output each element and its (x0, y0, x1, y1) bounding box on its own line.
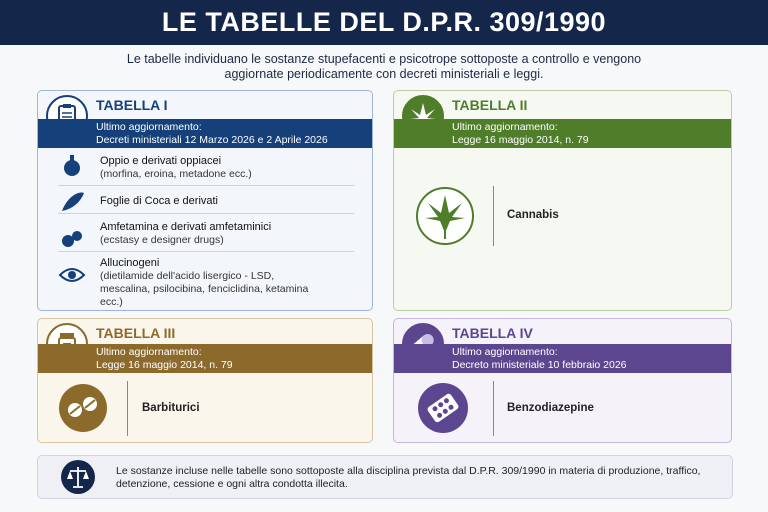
footer-box: Le sostanze incluse nelle tabelle sono s… (37, 455, 733, 499)
panel-tabella-3: TABELLA III Ultimo aggiornamento: Legge … (37, 318, 373, 443)
update-band: Ultimo aggiornamento: Legge 16 maggio 20… (394, 119, 731, 148)
item-detail: (ecstasy e designer drugs) (100, 234, 224, 246)
divider (493, 381, 494, 436)
table-title: TABELLA I (96, 97, 168, 113)
panel-tabella-1: TABELLA I Ultimo aggiornamento: Decreti … (37, 90, 373, 311)
panel-tabella-4: TABELLA IV Ultimo aggiornamento: Decreto… (393, 318, 732, 443)
header-title: LE TABELLE DEL D.P.R. 309/1990 (0, 0, 768, 45)
update-label: Ultimo aggiornamento: (96, 346, 202, 358)
update-label: Ultimo aggiornamento: (96, 121, 202, 133)
update-band: Ultimo aggiornamento: Decreto ministeria… (394, 344, 731, 373)
table-title: TABELLA II (452, 97, 528, 113)
footer-text: Le sostanze incluse nelle tabelle sono s… (116, 465, 701, 490)
item-name: Foglie di Coca e derivati (100, 195, 219, 207)
scales-icon (61, 460, 95, 494)
update-text: Decreti ministeriali 12 Marzo 2026 e 2 A… (96, 134, 328, 146)
pills-icon (59, 384, 107, 432)
cannabis-icon (416, 187, 474, 245)
table-title: TABELLA IV (452, 325, 533, 341)
item: Allucinogeni (dietilamide dell'acido lise… (100, 257, 315, 309)
separator (58, 251, 354, 252)
item-detail: (dietilamide dell'acido lisergico - LSD,… (100, 270, 309, 308)
subtitle: Le tabelle individuano le sostanze stupe… (126, 52, 642, 81)
separator (58, 213, 354, 214)
item-icons (58, 155, 86, 282)
divider (127, 381, 128, 436)
table-title: TABELLA III (96, 325, 176, 341)
update-text: Legge 16 maggio 2014, n. 79 (96, 359, 233, 371)
item-name: Benzodiazepine (507, 402, 594, 414)
divider (493, 186, 494, 246)
item: Oppio e derivati oppiacei (morfina, eroin… (100, 155, 320, 181)
item-detail: (morfina, eroina, metadone ecc.) (100, 168, 252, 180)
update-band: Ultimo aggiornamento: Legge 16 maggio 20… (38, 344, 372, 373)
item-name: Barbiturici (142, 402, 200, 414)
update-label: Ultimo aggiornamento: (452, 121, 558, 133)
blister-icon (418, 383, 468, 433)
item-name: Allucinogeni (100, 257, 160, 269)
update-label: Ultimo aggiornamento: (452, 346, 558, 358)
update-text: Legge 16 maggio 2014, n. 79 (452, 134, 589, 146)
update-text: Decreto ministeriale 10 febbraio 2026 (452, 359, 627, 371)
item-name: Oppio e derivati oppiacei (100, 155, 222, 167)
item: Amfetamina e derivati amfetaminici (ecsta… (100, 221, 320, 247)
leaf-icon (410, 103, 436, 127)
item-name: Cannabis (507, 209, 559, 221)
panel-tabella-2: TABELLA II Ultimo aggiornamento: Legge 1… (393, 90, 732, 311)
separator (58, 185, 354, 186)
item: Foglie di Coca e derivati (100, 195, 320, 208)
item-name: Amfetamina e derivati amfetaminici (100, 221, 272, 233)
update-band: Ultimo aggiornamento: Decreti ministeria… (38, 119, 372, 148)
